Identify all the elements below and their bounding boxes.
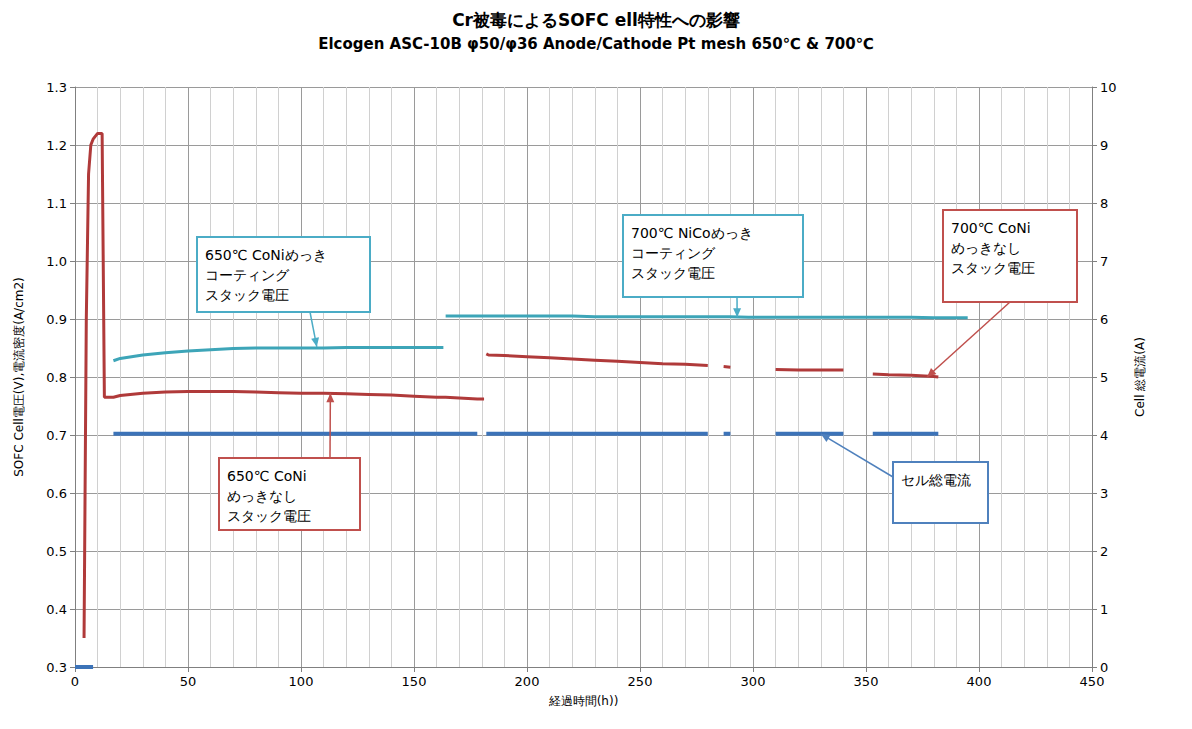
svg-text:経過時間(h)): 経過時間(h)) [548, 694, 619, 708]
svg-text:2: 2 [1100, 544, 1108, 559]
svg-text:200: 200 [515, 674, 540, 689]
svg-text:350: 350 [854, 674, 879, 689]
svg-text:Elcogen ASC-10B φ50/φ36 Anode/: Elcogen ASC-10B φ50/φ36 Anode/Cathode Pt… [318, 35, 874, 53]
svg-text:0.9: 0.9 [46, 312, 67, 327]
svg-text:1.2: 1.2 [46, 138, 67, 153]
svg-text:セル総電流: セル総電流 [901, 472, 971, 488]
svg-text:700℃ CoNi: 700℃ CoNi [951, 220, 1031, 236]
svg-text:7: 7 [1100, 254, 1108, 269]
svg-text:450: 450 [1080, 674, 1105, 689]
svg-text:0: 0 [1100, 660, 1108, 675]
svg-text:0.4: 0.4 [46, 602, 67, 617]
svg-text:スタック電圧: スタック電圧 [631, 265, 715, 281]
svg-text:100: 100 [289, 674, 314, 689]
svg-text:8: 8 [1100, 196, 1108, 211]
svg-text:250: 250 [628, 674, 653, 689]
svg-text:6: 6 [1100, 312, 1108, 327]
svg-text:650℃ CoNiめっき: 650℃ CoNiめっき [205, 247, 327, 263]
svg-text:1.0: 1.0 [46, 254, 67, 269]
svg-text:650℃ CoNi: 650℃ CoNi [227, 468, 307, 484]
svg-text:0.7: 0.7 [46, 428, 67, 443]
svg-text:1.1: 1.1 [46, 196, 67, 211]
svg-text:スタック電圧: スタック電圧 [205, 287, 289, 303]
svg-text:0.5: 0.5 [46, 544, 67, 559]
svg-text:めっきなし: めっきなし [951, 240, 1021, 256]
svg-text:5: 5 [1100, 370, 1108, 385]
svg-text:Cr被毒によるSOFC ell特性への影響: Cr被毒によるSOFC ell特性への影響 [452, 10, 740, 30]
svg-text:300: 300 [741, 674, 766, 689]
svg-text:0.3: 0.3 [46, 660, 67, 675]
svg-text:スタック電圧: スタック電圧 [227, 508, 311, 524]
svg-text:150: 150 [402, 674, 427, 689]
svg-text:3: 3 [1100, 486, 1108, 501]
svg-text:1: 1 [1100, 602, 1108, 617]
svg-text:スタック電圧: スタック電圧 [951, 260, 1035, 276]
svg-text:Cell 総電流(A): Cell 総電流(A) [1133, 337, 1147, 417]
svg-text:コーティング: コーティング [205, 267, 290, 283]
svg-text:0.8: 0.8 [46, 370, 67, 385]
svg-text:50: 50 [180, 674, 197, 689]
svg-text:4: 4 [1100, 428, 1108, 443]
svg-text:0: 0 [71, 674, 79, 689]
svg-text:めっきなし: めっきなし [227, 488, 297, 504]
svg-text:400: 400 [967, 674, 992, 689]
svg-text:コーティング: コーティング [631, 245, 716, 261]
svg-text:700℃ NiCoめっき: 700℃ NiCoめっき [631, 225, 753, 241]
svg-text:9: 9 [1100, 138, 1108, 153]
svg-text:SOFC Cell電圧(V),電流密度(A/cm2): SOFC Cell電圧(V),電流密度(A/cm2) [12, 277, 26, 477]
svg-text:1.3: 1.3 [46, 80, 67, 95]
svg-text:0.6: 0.6 [46, 486, 67, 501]
svg-text:10: 10 [1100, 80, 1117, 95]
